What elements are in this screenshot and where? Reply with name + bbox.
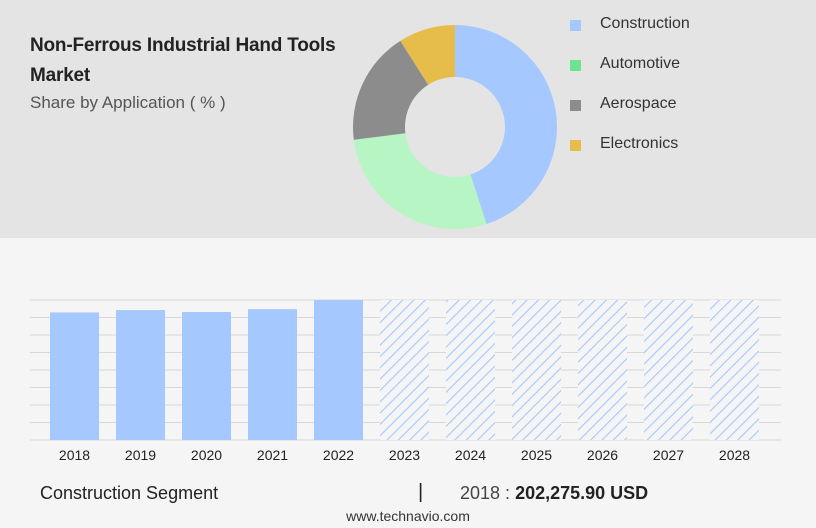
bar-2018 [50, 312, 99, 440]
x-tick-label-2024: 2024 [455, 447, 486, 463]
donut-slice-construction [455, 25, 557, 225]
x-tick-label-2019: 2019 [125, 447, 156, 463]
x-tick-label-2021: 2021 [257, 447, 288, 463]
segment-value: 2018 : 202,275.90 USD [460, 483, 648, 504]
legend-swatch-electronics [570, 140, 581, 151]
x-tick-label-2026: 2026 [587, 447, 618, 463]
x-tick-label-2022: 2022 [323, 447, 354, 463]
bar-2019 [116, 310, 165, 440]
legend-label-automotive: Automotive [600, 55, 681, 72]
bar-2021 [248, 309, 297, 440]
donut-slice-automotive [353, 133, 487, 230]
bar-2020 [182, 311, 231, 440]
forecast-bar-2028 [710, 300, 759, 440]
donut-slice-electronics [400, 25, 455, 85]
legend-label-aerospace: Aerospace [600, 95, 677, 112]
bar-chart: 2018 2019 2020 2021 2022 2023 2024 2025 2026 2027… [30, 299, 781, 463]
x-tick-label-2023: 2023 [389, 447, 420, 463]
legend-label-construction: Construction [600, 15, 690, 32]
chart-title: Non-Ferrous Industrial Hand Tools Market [30, 35, 336, 86]
x-tick-label-2028: 2028 [719, 447, 750, 463]
x-tick-label-2018: 2018 [59, 447, 90, 463]
legend-swatch-aerospace [570, 100, 581, 111]
forecast-bar-2025 [512, 300, 561, 440]
chart-subtitle: Share by Application ( % ) [30, 93, 226, 112]
forecast-bar-2024 [446, 300, 495, 440]
source-link[interactable]: www.technavio.com [346, 508, 470, 524]
segment-label: Construction Segment [40, 483, 219, 503]
footer-separator: | [418, 481, 424, 503]
legend-swatch-construction [570, 20, 581, 31]
donut-slice-aerospace [353, 40, 429, 140]
segment-amount: 202,275.90 USD [515, 483, 649, 503]
legend-swatch-automotive [570, 60, 581, 71]
forecast-bar-2023 [380, 300, 429, 440]
segment-year: 2018 : [460, 483, 511, 503]
x-tick-label-2027: 2027 [653, 447, 684, 463]
forecast-bar-2026 [578, 300, 627, 440]
donut-chart [353, 25, 557, 230]
forecast-bar-2027 [644, 300, 693, 440]
x-tick-label-2025: 2025 [521, 447, 552, 463]
bar-2022 [314, 300, 363, 440]
legend-label-electronics: Electronics [600, 135, 679, 152]
x-tick-label-2020: 2020 [191, 447, 222, 463]
